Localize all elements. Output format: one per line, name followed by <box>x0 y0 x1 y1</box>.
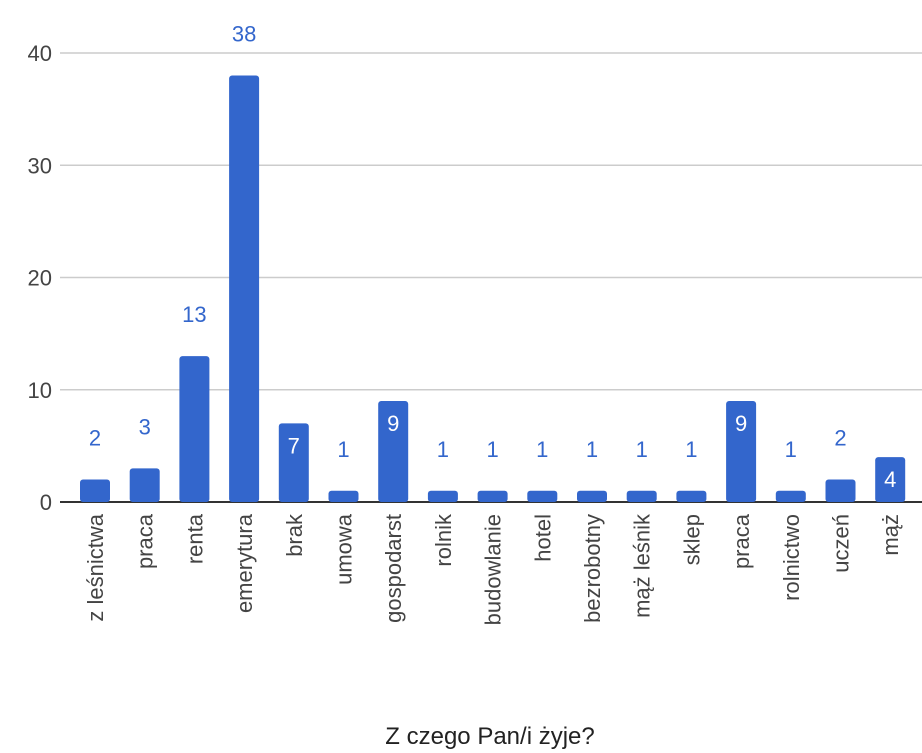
data-label: 9 <box>387 411 399 436</box>
y-tick-label: 10 <box>28 378 52 403</box>
bar <box>726 400 757 502</box>
bar <box>875 457 906 502</box>
x-tick-label: umowa <box>332 513 357 585</box>
bar <box>229 75 260 502</box>
bar <box>527 490 558 502</box>
bar <box>179 356 210 502</box>
data-labels: 2 3 13 38 7 1 9 1 1 1 1 1 1 9 1 2 4 <box>89 21 896 492</box>
bar <box>427 490 458 502</box>
bars <box>80 75 906 502</box>
data-label: 1 <box>536 437 548 462</box>
x-tick-label: gospodarst <box>381 514 406 623</box>
x-tick-label: mąż <box>878 514 903 556</box>
x-tick-label: rolnik <box>431 513 456 567</box>
x-tick-label: hotel <box>530 514 555 562</box>
data-label: 1 <box>785 437 797 462</box>
bar <box>825 479 856 502</box>
data-label: 13 <box>182 302 206 327</box>
data-label: 1 <box>685 437 697 462</box>
data-label: 38 <box>232 21 256 46</box>
y-tick-label: 40 <box>28 41 52 66</box>
x-tick-label: emerytura <box>232 513 257 613</box>
data-label: 7 <box>288 433 300 458</box>
y-tick-label: 20 <box>28 266 52 291</box>
bar <box>577 490 607 502</box>
bar <box>626 490 657 502</box>
bar <box>775 490 806 502</box>
x-tick-label: renta <box>182 513 207 564</box>
bar <box>477 490 508 502</box>
x-tick-label: mąż leśnik <box>630 513 655 618</box>
data-label: 4 <box>884 467 896 492</box>
bar <box>80 479 110 502</box>
x-tick-label: sklep <box>679 514 704 565</box>
data-label: 9 <box>735 411 747 436</box>
x-tick-label: brak <box>282 513 307 557</box>
x-tick-label: bezrobotny <box>580 514 605 623</box>
data-label: 1 <box>337 437 349 462</box>
x-tick-label: uczeń <box>829 514 854 573</box>
bar <box>278 423 309 502</box>
y-tick-label: 0 <box>40 490 52 515</box>
y-tick-label: 30 <box>28 153 52 178</box>
data-label: 3 <box>139 414 151 439</box>
x-tick-label: budowlanie <box>481 514 506 625</box>
bar <box>676 490 707 502</box>
bar <box>129 468 160 502</box>
y-axis-ticks: 0 10 20 30 40 <box>28 41 52 515</box>
bar <box>328 490 359 502</box>
x-tick-label: praca <box>133 513 158 569</box>
x-tick-label: praca <box>729 513 754 569</box>
x-axis-title: Z czego Pan/i żyje? <box>385 723 594 750</box>
data-label: 1 <box>586 437 598 462</box>
x-axis-ticks: z leśnictwa praca renta emerytura brak umowa g… <box>83 513 903 625</box>
data-label: 1 <box>636 437 648 462</box>
data-label: 1 <box>437 437 449 462</box>
data-label: 2 <box>834 426 846 451</box>
x-tick-label: rolnictwo <box>779 514 804 601</box>
x-tick-label: z leśnictwa <box>83 513 108 621</box>
bar <box>378 400 409 502</box>
data-label: 1 <box>486 437 498 462</box>
data-label: 2 <box>89 426 101 451</box>
